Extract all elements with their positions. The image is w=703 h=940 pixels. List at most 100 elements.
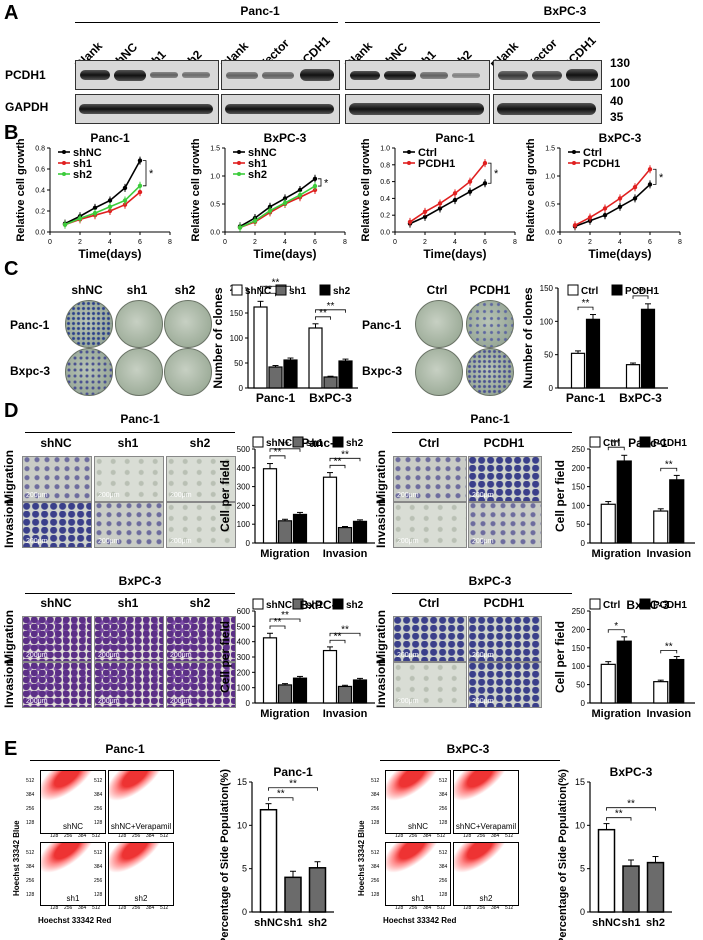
transwell-image: 200μm: [468, 456, 542, 502]
flow-scatter: [109, 771, 173, 810]
sig-star: **: [615, 809, 623, 820]
transwell-image: 200μm: [393, 502, 467, 548]
row-label-migration: Migration: [2, 450, 16, 504]
bar: [338, 360, 353, 389]
bar: [277, 684, 293, 704]
x-tick-label: 4: [283, 239, 287, 246]
sig-bracket: [488, 162, 492, 184]
blot-pcdh1-panc1-kd: [75, 60, 219, 90]
colony-col-sh1: sh1: [126, 283, 148, 297]
flow-x-tick: 512: [505, 905, 514, 911]
flow-scatter: [454, 843, 518, 882]
y-axis-label: Cell per field: [553, 621, 567, 693]
flow-plot-label: sh1: [66, 894, 80, 903]
x-tick-label: BxPC-3: [619, 391, 662, 405]
band: [497, 103, 596, 115]
x-tick-label: 0: [223, 239, 227, 246]
y-tick-label: 400: [237, 464, 251, 473]
legend-label: Ctrl: [603, 438, 620, 449]
series-line: [239, 185, 316, 229]
flow-y-tick: 512: [94, 778, 103, 784]
colony-col-pcdh1: PCDH1: [469, 283, 511, 297]
transwell-col-label: sh1: [117, 596, 139, 610]
x-tick-label: 6: [138, 239, 142, 246]
y-tick-label: 0: [242, 907, 247, 917]
chart-title: Panc-1: [273, 765, 313, 779]
y-tick-label: 0: [239, 384, 244, 393]
y-tick-label: 300: [237, 483, 251, 492]
legend-marker: [62, 161, 66, 165]
bar: [585, 318, 601, 389]
data-point: [282, 200, 288, 206]
panel-label-c: C: [4, 258, 19, 280]
legend-label: shNC: [266, 600, 292, 611]
colony-dish: [466, 300, 514, 348]
flow-y-tick: 256: [94, 878, 103, 884]
flow-x-tick: 384: [491, 833, 500, 839]
data-point: [92, 210, 98, 216]
flow-plot-label: shNC+Verapamil: [110, 822, 172, 831]
sig-star: **: [289, 779, 297, 790]
scale-bar-label: 200μm: [397, 492, 419, 499]
y-tick-label: 0.0: [380, 230, 390, 237]
flow-plot: shNC: [40, 770, 106, 834]
x-tick-label: Migration: [592, 708, 642, 720]
bar: [337, 526, 353, 544]
flow-y-tick: 512: [371, 778, 380, 784]
sig-star: **: [274, 447, 282, 458]
bar: [337, 685, 353, 704]
flow-y-tick: 256: [26, 806, 35, 812]
x-tick-label: shNC: [592, 917, 621, 929]
legend-marker: [237, 161, 241, 165]
bar: [284, 876, 302, 913]
scale-bar-label: 200μm: [26, 492, 48, 499]
band: [114, 70, 146, 81]
flow-y-tick: 128: [94, 892, 103, 898]
bar: [653, 510, 669, 544]
y-tick-label: 1.0: [380, 146, 390, 153]
x-tick-label: 2: [588, 239, 592, 246]
y-tick-label: 15: [237, 777, 247, 787]
flow-x-tick: 256: [409, 833, 418, 839]
flow-scatter: [386, 771, 450, 810]
sig-bracket: [607, 446, 625, 451]
sig-bracket: [143, 160, 147, 187]
sig-bracket: [318, 178, 322, 187]
blot-gapdh-panc1-oe: [221, 94, 340, 124]
y-tick-label: 0: [246, 539, 251, 548]
sig-bracket: [329, 464, 346, 469]
chart-title: Panc-1: [301, 436, 341, 450]
transwell-image: 200μm: [22, 662, 92, 708]
flow-plot: shNC+Verapamil: [108, 770, 174, 834]
flow-x-tick: 384: [78, 905, 87, 911]
transwell-title-bxpc3-oe: BxPC-3: [468, 574, 512, 588]
bar: [268, 366, 283, 389]
data-point: [237, 225, 243, 230]
sig-bracket: [329, 632, 361, 637]
colony-dish: [415, 348, 463, 396]
flow-y-tick: 384: [371, 864, 380, 870]
colony-row-bxpc3: Bxpc-3: [10, 364, 51, 378]
transwell-image: 200μm: [22, 616, 92, 662]
x-tick-label: BxPC-3: [309, 391, 352, 405]
x-tick-label: Invasion: [323, 708, 368, 720]
flow-y-tick: 512: [26, 778, 35, 784]
sig-bracket: [660, 649, 678, 654]
row-label-gapdh: GAPDH: [5, 100, 49, 114]
bar: [323, 376, 338, 389]
sig-bracket: [269, 625, 286, 630]
x-tick-label: 0: [48, 239, 52, 246]
y-tick-label: 100: [237, 520, 251, 529]
flow-y-tick: 256: [371, 806, 380, 812]
legend-marker: [407, 161, 411, 165]
flow-y-tick: 128: [26, 892, 35, 898]
transwell-col-label: sh2: [189, 596, 211, 610]
flow-x-tick: 256: [477, 905, 486, 911]
flow-x-tick: 384: [78, 833, 87, 839]
sig-bracket: [660, 467, 678, 472]
chart-title: Panc-1: [628, 436, 668, 450]
y-tick-label: 0: [549, 384, 554, 393]
x-tick-label: 2: [253, 239, 257, 246]
transwell-image: 200μm: [166, 456, 236, 502]
legend-marker: [572, 150, 576, 154]
